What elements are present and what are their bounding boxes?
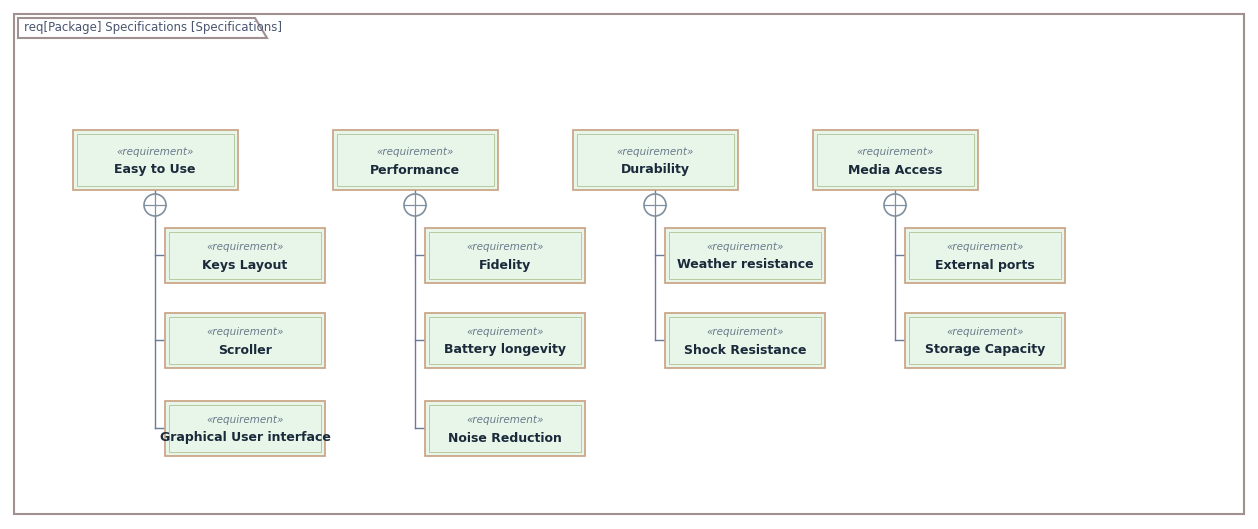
Text: «requirement»: «requirement»: [206, 415, 284, 425]
Text: «requirement»: «requirement»: [616, 147, 693, 157]
Text: req[Package] Specifications [Specifications]: req[Package] Specifications [Specificati…: [24, 22, 282, 34]
FancyBboxPatch shape: [14, 14, 1244, 514]
Text: «requirement»: «requirement»: [467, 415, 543, 425]
Text: Media Access: Media Access: [848, 163, 942, 177]
FancyBboxPatch shape: [165, 400, 325, 455]
Text: Graphical User interface: Graphical User interface: [160, 432, 331, 444]
Text: External ports: External ports: [935, 259, 1035, 271]
Circle shape: [644, 194, 665, 216]
Text: Keys Layout: Keys Layout: [203, 259, 288, 271]
Text: Weather resistance: Weather resistance: [677, 259, 814, 271]
Text: «requirement»: «requirement»: [116, 147, 194, 157]
Circle shape: [884, 194, 906, 216]
Text: «requirement»: «requirement»: [206, 242, 284, 252]
FancyBboxPatch shape: [165, 227, 325, 282]
FancyBboxPatch shape: [425, 227, 585, 282]
Text: «requirement»: «requirement»: [946, 327, 1024, 337]
Text: «requirement»: «requirement»: [946, 242, 1024, 252]
FancyBboxPatch shape: [572, 130, 737, 190]
Circle shape: [143, 194, 166, 216]
Text: «requirement»: «requirement»: [706, 242, 784, 252]
Text: «requirement»: «requirement»: [857, 147, 933, 157]
Text: Battery longevity: Battery longevity: [444, 343, 566, 357]
Text: Performance: Performance: [370, 163, 460, 177]
FancyBboxPatch shape: [905, 313, 1066, 368]
FancyBboxPatch shape: [165, 313, 325, 368]
FancyBboxPatch shape: [332, 130, 497, 190]
Text: Easy to Use: Easy to Use: [114, 163, 196, 177]
Text: Durability: Durability: [620, 163, 689, 177]
FancyBboxPatch shape: [665, 227, 825, 282]
FancyBboxPatch shape: [813, 130, 977, 190]
Text: Fidelity: Fidelity: [479, 259, 531, 271]
Text: «requirement»: «requirement»: [467, 242, 543, 252]
FancyBboxPatch shape: [905, 227, 1066, 282]
FancyBboxPatch shape: [665, 313, 825, 368]
FancyBboxPatch shape: [425, 400, 585, 455]
Polygon shape: [18, 18, 267, 38]
Text: Noise Reduction: Noise Reduction: [448, 432, 562, 444]
Text: Scroller: Scroller: [218, 343, 272, 357]
Text: «requirement»: «requirement»: [376, 147, 454, 157]
Text: «requirement»: «requirement»: [706, 327, 784, 337]
Text: «requirement»: «requirement»: [467, 327, 543, 337]
FancyBboxPatch shape: [73, 130, 238, 190]
Circle shape: [404, 194, 426, 216]
Text: «requirement»: «requirement»: [206, 327, 284, 337]
Text: Shock Resistance: Shock Resistance: [684, 343, 806, 357]
Text: Storage Capacity: Storage Capacity: [925, 343, 1045, 357]
FancyBboxPatch shape: [425, 313, 585, 368]
